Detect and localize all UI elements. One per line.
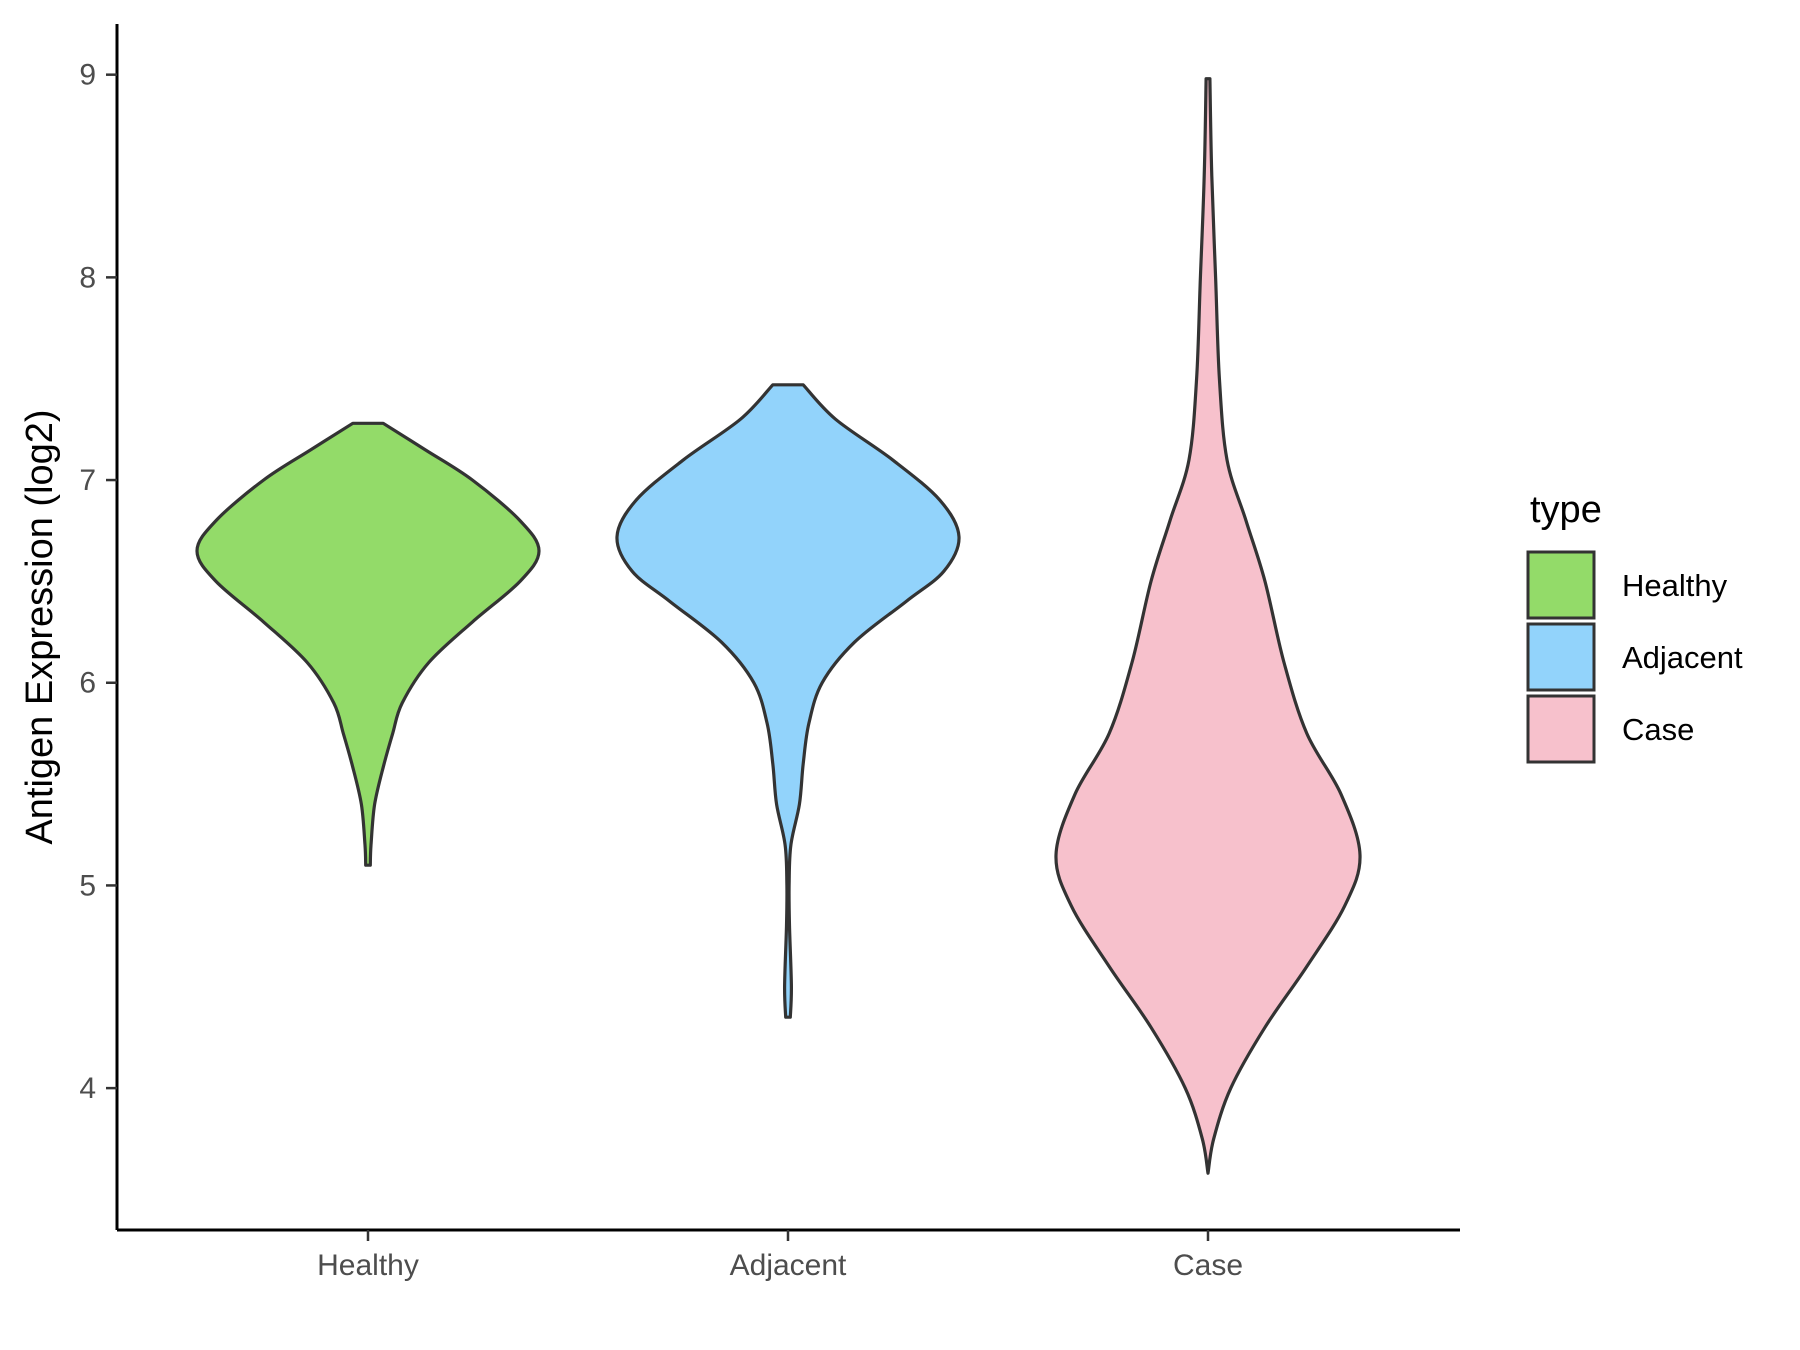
y-tick-label: 8 [79, 261, 96, 294]
legend-swatch-healthy [1526, 550, 1596, 620]
legend-label-adjacent: Adjacent [1622, 640, 1743, 675]
y-ticks: 4 5 6 7 8 9 [79, 59, 117, 1105]
y-tick-label: 5 [79, 869, 96, 902]
y-tick-label: 6 [79, 667, 96, 700]
y-tick-label: 9 [79, 59, 96, 92]
legend: type Healthy Adjacent Case [1526, 489, 1743, 764]
legend-label-case: Case [1622, 712, 1694, 747]
legend-swatch-adjacent [1526, 622, 1596, 692]
legend-swatch-case [1526, 694, 1596, 764]
x-tick-label: Healthy [317, 1249, 419, 1282]
x-tick-label: Adjacent [730, 1249, 847, 1282]
violin-healthy [195, 421, 541, 867]
y-axis-title: Antigen Expression (log2) [19, 409, 61, 844]
y-tick-label: 4 [79, 1072, 96, 1105]
violin-adjacent [615, 383, 961, 1019]
violins-group [195, 77, 1362, 1175]
y-tick-label: 7 [79, 464, 96, 497]
x-tick-label: Case [1173, 1249, 1243, 1282]
legend-title: type [1530, 489, 1602, 531]
x-ticks: Healthy Adjacent Case [317, 1230, 1243, 1282]
legend-label-healthy: Healthy [1622, 568, 1728, 603]
violin-case [1054, 77, 1362, 1175]
